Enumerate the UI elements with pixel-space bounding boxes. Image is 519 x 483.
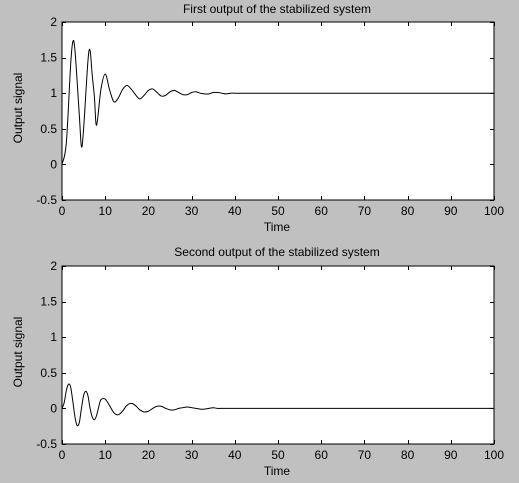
x-tick-label: 70 [358, 448, 372, 462]
x-tick-label: 80 [401, 204, 415, 218]
chart-title: Second output of the stabilized system [174, 245, 379, 259]
x-tick-label: 60 [315, 448, 329, 462]
y-tick-label: 0.5 [40, 366, 57, 380]
y-tick-label: 0 [50, 157, 57, 171]
y-tick-label: -0.5 [36, 437, 57, 451]
x-tick-label: 70 [358, 204, 372, 218]
x-tick-label: 50 [271, 448, 285, 462]
y-tick-label: 1.5 [40, 295, 57, 309]
y-tick-label: 1 [50, 86, 57, 100]
x-tick-label: 100 [484, 448, 504, 462]
x-tick-label: 90 [444, 448, 458, 462]
axes-first-output: First output of the stabilized system Ti… [11, 2, 504, 234]
x-axis-label: Time [264, 464, 291, 478]
x-tick-label: 40 [228, 204, 242, 218]
series-line [61, 39, 494, 165]
x-axis-label: Time [264, 220, 291, 234]
plot-area [61, 21, 495, 201]
x-tick-label: 30 [185, 448, 199, 462]
y-tick-label: 2 [50, 15, 57, 29]
plot-area [61, 265, 495, 445]
x-tick-label: 0 [59, 448, 66, 462]
y-tick-label: 0 [50, 401, 57, 415]
x-tick-label: 10 [99, 448, 113, 462]
x-tick-label: 0 [59, 204, 66, 218]
x-tick-label: 40 [228, 448, 242, 462]
x-tick-label: 100 [484, 204, 504, 218]
x-tick-label: 90 [444, 204, 458, 218]
axes-second-output: Second output of the stabilized system T… [11, 245, 504, 478]
x-tick-label: 10 [99, 204, 113, 218]
x-tick-label: 20 [142, 204, 156, 218]
y-axis-label: Output signal [11, 73, 25, 144]
y-axis-label: Output signal [11, 317, 25, 388]
chart-title: First output of the stabilized system [183, 2, 371, 16]
y-tick-label: 0.5 [40, 122, 57, 136]
y-tick-label: 1.5 [40, 51, 57, 65]
y-tick-label: -0.5 [36, 193, 57, 207]
y-tick-label: 1 [50, 330, 57, 344]
x-tick-label: 80 [401, 448, 415, 462]
series-line [61, 383, 494, 427]
y-tick-label: 2 [50, 259, 57, 273]
x-tick-label: 30 [185, 204, 199, 218]
x-tick-label: 50 [271, 204, 285, 218]
x-tick-label: 20 [142, 448, 156, 462]
x-tick-label: 60 [315, 204, 329, 218]
